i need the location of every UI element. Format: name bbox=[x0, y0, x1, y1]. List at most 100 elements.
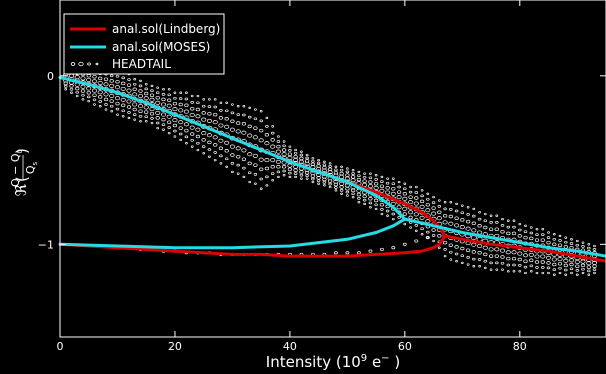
headtail-point bbox=[253, 173, 258, 176]
headtail-point bbox=[281, 152, 287, 157]
headtail-point bbox=[224, 109, 229, 113]
headtail-point bbox=[149, 93, 155, 97]
headtail-point bbox=[437, 210, 442, 215]
headtail-point bbox=[426, 192, 430, 195]
headtail-point bbox=[225, 101, 229, 104]
headtail-point bbox=[110, 110, 114, 113]
headtail-point bbox=[196, 148, 200, 152]
headtail-point bbox=[414, 229, 418, 232]
headtail-point bbox=[368, 201, 373, 205]
headtail-point bbox=[287, 152, 293, 156]
headtail-point bbox=[471, 242, 477, 247]
headtail-point bbox=[161, 97, 166, 102]
x-axis-title: Intensity (109 e− ) bbox=[266, 353, 400, 371]
headtail-point bbox=[213, 158, 217, 162]
headtail-point bbox=[369, 172, 372, 175]
headtail-point bbox=[334, 186, 338, 189]
headtail-point bbox=[386, 214, 389, 217]
headtail-point bbox=[449, 201, 453, 204]
headtail-point bbox=[133, 78, 137, 81]
headtail-point bbox=[460, 261, 464, 265]
headtail-point bbox=[455, 202, 458, 206]
headtail-point bbox=[109, 104, 114, 108]
headtail-point bbox=[443, 254, 447, 258]
headtail-point bbox=[522, 253, 529, 258]
headtail-point bbox=[483, 212, 487, 216]
headtail-point bbox=[563, 258, 569, 263]
headtail-point bbox=[425, 202, 430, 207]
headtail-point bbox=[162, 88, 165, 91]
headtail-point bbox=[340, 165, 343, 168]
headtail-point bbox=[587, 273, 591, 276]
headtail-point bbox=[201, 131, 207, 136]
headtail-point bbox=[161, 123, 166, 127]
headtail-point bbox=[247, 161, 252, 166]
headtail-point bbox=[540, 238, 545, 242]
headtail-point bbox=[373, 181, 379, 186]
headtail-point bbox=[126, 88, 132, 93]
headtail-point bbox=[150, 121, 154, 125]
headtail-point bbox=[178, 120, 184, 125]
headtail-point bbox=[391, 217, 395, 221]
headtail-point bbox=[132, 82, 137, 86]
headtail-point bbox=[506, 270, 510, 273]
headtail-point bbox=[529, 226, 533, 229]
headtail-point bbox=[98, 76, 103, 81]
headtail-point bbox=[270, 138, 275, 142]
headtail-point bbox=[460, 218, 465, 222]
headtail-point bbox=[518, 270, 522, 273]
headtail-point bbox=[230, 119, 235, 124]
headtail-point bbox=[149, 107, 155, 112]
headtail-point bbox=[253, 163, 258, 167]
headtail-point bbox=[528, 252, 534, 257]
headtail-point bbox=[547, 271, 550, 275]
headtail-point bbox=[328, 182, 332, 186]
headtail-point bbox=[173, 135, 177, 138]
headtail-point bbox=[150, 89, 154, 92]
headtail-point bbox=[356, 177, 362, 182]
headtail-point bbox=[103, 92, 109, 97]
headtail-point bbox=[317, 158, 320, 162]
headtail-point bbox=[362, 194, 367, 199]
headtail-point bbox=[294, 148, 297, 152]
headtail-point bbox=[195, 107, 201, 112]
headtail-point bbox=[300, 177, 303, 180]
headtail-point bbox=[380, 175, 384, 179]
headtail-point bbox=[471, 221, 476, 226]
headtail-point bbox=[81, 98, 85, 101]
headtail-point bbox=[466, 206, 470, 209]
headtail-point bbox=[288, 175, 292, 179]
headtail-point bbox=[235, 146, 241, 151]
headtail-point bbox=[288, 171, 292, 175]
headtail-point bbox=[241, 148, 247, 153]
headtail-point bbox=[155, 110, 161, 115]
headtail-point bbox=[166, 114, 172, 119]
headtail-point bbox=[557, 257, 563, 262]
headtail-point bbox=[114, 85, 121, 90]
headtail-point bbox=[127, 78, 131, 81]
headtail-point bbox=[499, 248, 506, 253]
headtail-point bbox=[248, 180, 252, 184]
headtail-point bbox=[351, 195, 355, 199]
headtail-point bbox=[356, 192, 362, 197]
headtail-point bbox=[460, 211, 465, 215]
headtail-point bbox=[413, 201, 419, 206]
headtail-point bbox=[316, 161, 321, 165]
headtail-point bbox=[276, 144, 281, 149]
headtail-point bbox=[471, 228, 477, 233]
headtail-point bbox=[454, 216, 459, 220]
headtail-point bbox=[397, 185, 401, 189]
headtail-point bbox=[506, 231, 511, 236]
headtail-point bbox=[253, 117, 258, 121]
headtail-point bbox=[459, 225, 465, 230]
headtail-point bbox=[488, 227, 494, 231]
headtail-point bbox=[362, 198, 367, 202]
headtail-point bbox=[138, 84, 143, 88]
headtail-point bbox=[517, 257, 522, 262]
headtail-point bbox=[551, 257, 557, 262]
headtail-point bbox=[271, 125, 275, 128]
headtail-point bbox=[506, 256, 511, 261]
headtail-point bbox=[574, 259, 580, 265]
headtail-point bbox=[276, 140, 281, 143]
headtail-point bbox=[138, 109, 143, 113]
